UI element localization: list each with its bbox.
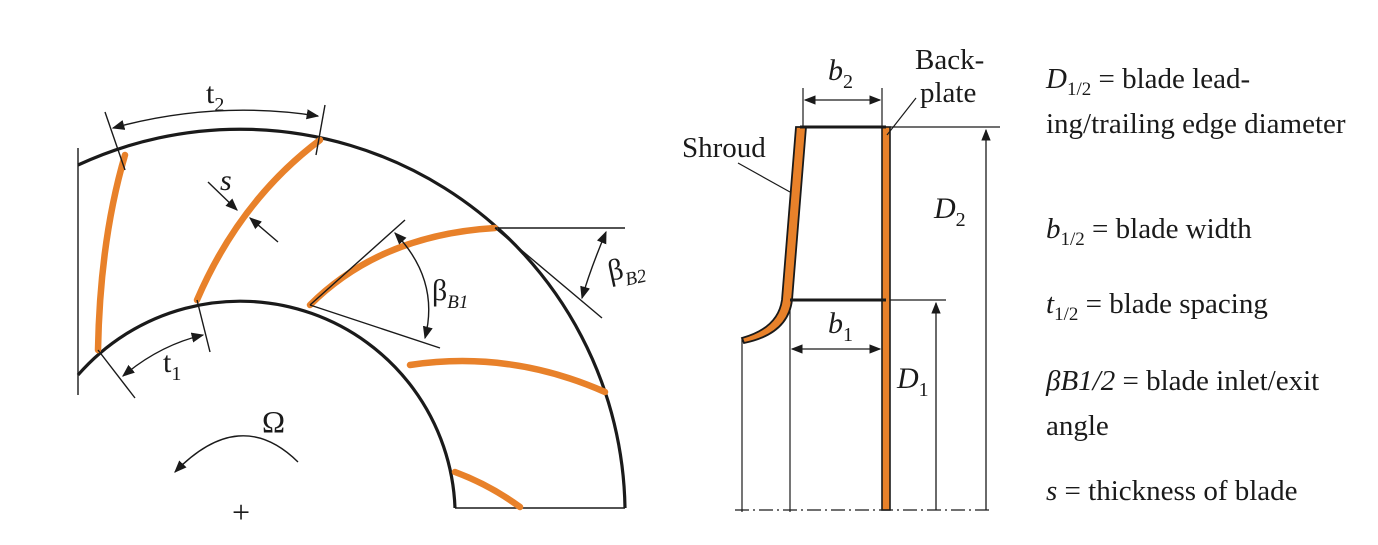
legend-subscript: 1/2 xyxy=(1060,229,1085,250)
impeller-front-view: t2 t1 s βB1 βB2 Ω + xyxy=(76,77,649,530)
rotation-arrow xyxy=(174,435,299,473)
b1-label: b1 xyxy=(828,307,853,346)
beta-b2-label: βB2 xyxy=(605,248,649,294)
t1-dimension-arc xyxy=(122,332,205,377)
d2-label: D2 xyxy=(933,192,966,231)
legend-symbol: βB1/2 xyxy=(1046,365,1116,397)
t1-ext-left xyxy=(97,349,136,399)
beta-b1-label: βB1 xyxy=(432,274,468,313)
legend-subscript: 1/2 xyxy=(1066,79,1092,100)
legend-text: = blade spacing xyxy=(1078,288,1268,320)
legend-symbol: b xyxy=(1046,213,1061,245)
backplate xyxy=(881,126,891,511)
t2-ext-left xyxy=(104,111,126,171)
legend-text: = blade width xyxy=(1084,213,1252,245)
blades xyxy=(94,136,609,511)
s-label: s xyxy=(220,164,232,197)
t1-label: t1 xyxy=(163,346,181,385)
s-arrow-lower xyxy=(249,217,279,243)
legend-item-angle: βB1/2 = blade inlet/exit angle xyxy=(1046,364,1366,443)
t2-label: t2 xyxy=(206,77,224,116)
beta-b2-tangent xyxy=(494,227,603,319)
blade-4 xyxy=(406,357,609,396)
backplate-label-2: plate xyxy=(920,77,976,109)
blade-5 xyxy=(451,468,524,511)
inner-hub xyxy=(76,299,457,509)
backplate-label-1: Back- xyxy=(915,44,984,76)
shroud-leader xyxy=(737,162,791,193)
blade-1 xyxy=(94,151,129,354)
legend-subscript: 1/2 xyxy=(1054,304,1079,325)
blade-2 xyxy=(193,136,324,304)
omega-label: Ω xyxy=(262,404,285,439)
beta-b1-tangent xyxy=(309,304,441,349)
legend-item-width: b1/2 = blade width xyxy=(1046,212,1366,257)
beta-b2-arc xyxy=(580,230,607,300)
legend-item-diameter: D1/2 = blade lead-ing/trailing edge diam… xyxy=(1046,62,1366,141)
center-mark: + xyxy=(232,494,250,530)
t2-ext-right xyxy=(315,104,326,156)
shroud-label: Shroud xyxy=(682,132,766,164)
b2-label: b2 xyxy=(828,54,853,93)
legend-symbol: t xyxy=(1046,288,1055,320)
shroud xyxy=(740,126,807,345)
t1-ext-right xyxy=(196,299,211,353)
legend-text: = thickness of blade xyxy=(1057,475,1298,507)
legend-item-spacing: t1/2 = blade spacing xyxy=(1046,287,1366,332)
beta-b1-arc xyxy=(394,232,433,340)
s-arrow-upper xyxy=(207,181,238,211)
backplate-leader xyxy=(886,97,917,136)
legend-text: = blade inlet/exit angle xyxy=(1046,365,1320,442)
legend-text: = blade lead-ing/trailing edge diameter xyxy=(1046,63,1346,140)
legend-symbol: s xyxy=(1046,475,1058,507)
t2-dimension-arc xyxy=(111,109,320,130)
legend-symbol: D xyxy=(1046,63,1067,95)
legend-item-thickness: s = thickness of blade xyxy=(1046,474,1366,519)
d1-label: D1 xyxy=(896,362,929,401)
meridional-view: Shroud Back- plate b2 b1 D2 D1 xyxy=(682,44,1000,512)
beta-b1-ref-line xyxy=(309,219,406,306)
